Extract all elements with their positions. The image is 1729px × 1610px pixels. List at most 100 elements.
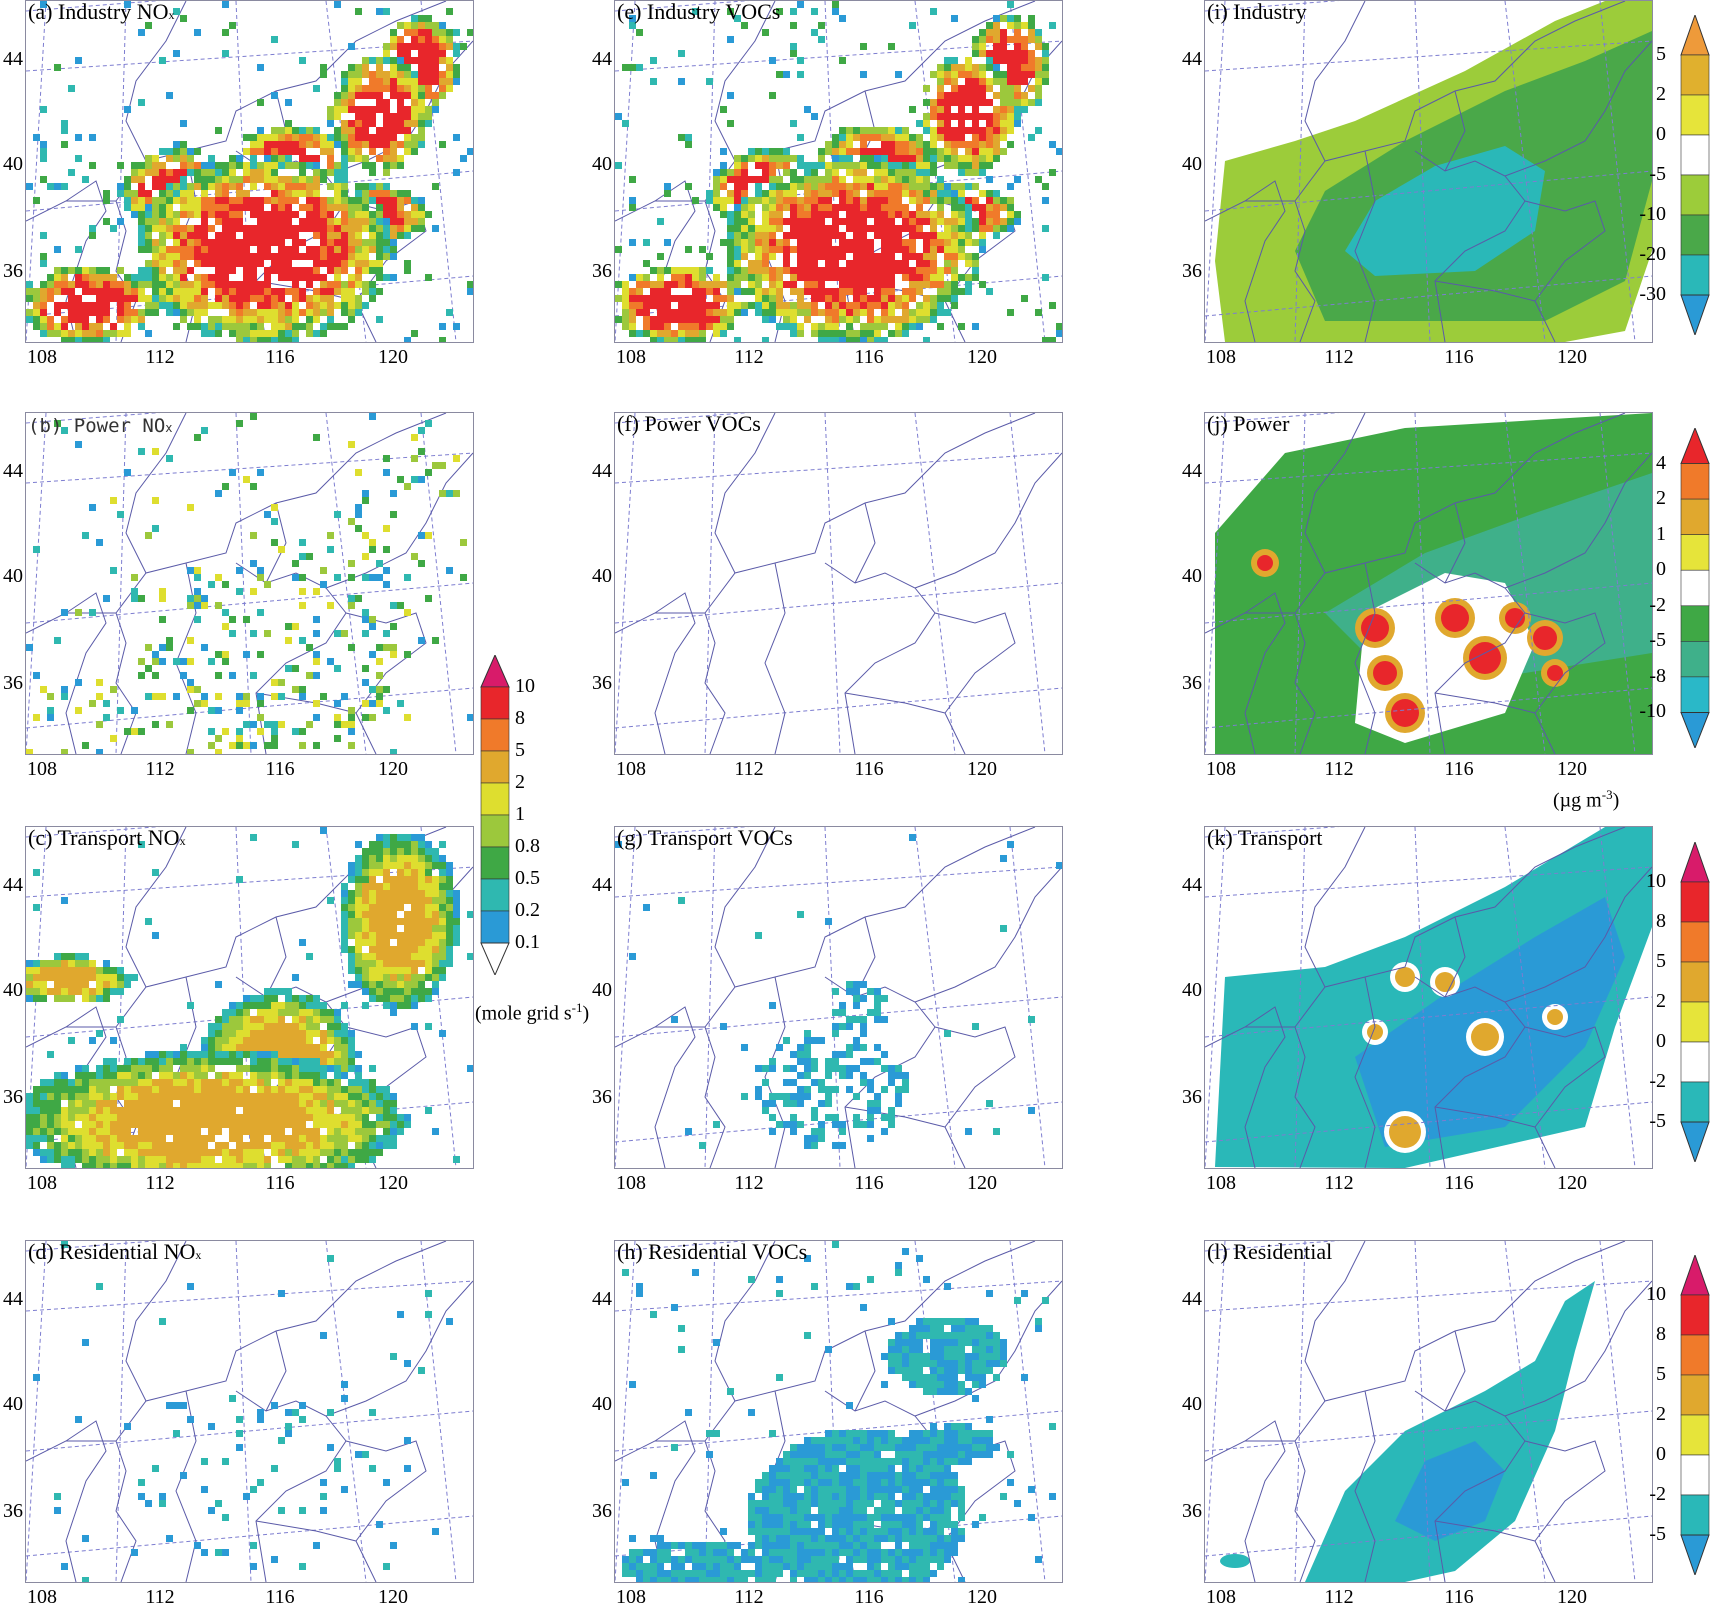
colorbar-cell — [1680, 174, 1710, 216]
x-tick-label: 112 — [1324, 1586, 1354, 1608]
colorbar-cell — [1680, 54, 1710, 96]
emission-cells — [26, 827, 473, 1168]
panel-title-b: (b) Power NOx — [28, 415, 173, 437]
x-tick-label: 120 — [967, 346, 997, 368]
y-tick-label: 44 — [3, 1288, 23, 1310]
province-borders — [1205, 413, 1652, 754]
colorbar-cell — [1680, 1494, 1710, 1536]
y-tick-label: 36 — [1182, 672, 1202, 694]
colorbar-label: 8 — [1656, 910, 1666, 932]
colorbar-cell — [1680, 921, 1710, 963]
x-tick-label: 108 — [616, 346, 646, 368]
map-panel-g: (g) Transport VOCs — [614, 826, 1063, 1169]
map-gridlines — [1205, 827, 1652, 1168]
colorbar-cell — [480, 878, 510, 912]
colorbar-label: 2 — [1656, 990, 1666, 1012]
x-tick-label: 120 — [1557, 346, 1587, 368]
x-tick-label: 116 — [265, 1172, 295, 1194]
colorbar-cell — [480, 814, 510, 848]
x-tick-label: 116 — [1444, 1586, 1474, 1608]
y-tick-label: 36 — [3, 260, 23, 282]
x-tick-label: 112 — [734, 1586, 764, 1608]
colorbar-cell — [1680, 426, 1710, 465]
map-i — [1205, 1, 1652, 342]
province-borders — [26, 1241, 473, 1582]
difference-unit: (µg m-3) — [1553, 787, 1620, 812]
y-tick-label: 36 — [592, 260, 612, 282]
colorbar-cell — [1680, 711, 1710, 750]
map-gridlines — [1205, 1, 1652, 342]
x-tick-label: 116 — [265, 758, 295, 780]
panel-title-i: (i) Industry — [1207, 0, 1307, 24]
map-gridlines — [1205, 413, 1652, 754]
colorbar-cell — [480, 718, 510, 752]
colorbar-label: 10 — [515, 675, 535, 697]
colorbar-cell — [1680, 961, 1710, 1003]
x-tick-label: 116 — [265, 1586, 295, 1608]
x-tick-label: 108 — [1206, 758, 1236, 780]
colorbar-label: 5 — [1656, 950, 1666, 972]
colorbar-cell — [1680, 1454, 1710, 1496]
colorbar-cell — [1680, 881, 1710, 923]
colorbar-label: -5 — [1649, 1523, 1666, 1545]
y-tick-label: 36 — [3, 1086, 23, 1108]
colorbar-label: 4 — [1656, 451, 1666, 474]
colorbar-label: -5 — [1649, 1110, 1666, 1132]
map-panel-h: (h) Residential VOCs — [614, 1240, 1063, 1583]
y-tick-label: 40 — [592, 565, 612, 587]
map-k — [1205, 827, 1652, 1168]
panel-title-g: (g) Transport VOCs — [617, 826, 793, 850]
colorbar-cell — [1680, 534, 1710, 571]
colorbar-label: 0 — [1656, 1030, 1666, 1052]
colorbar-label: 1 — [1656, 522, 1666, 545]
colorbar-label: 0 — [1656, 558, 1666, 581]
colorbar-label: 1 — [515, 803, 525, 825]
x-tick-label: 112 — [145, 346, 175, 368]
x-tick-label: 112 — [734, 1172, 764, 1194]
x-tick-label: 120 — [1557, 758, 1587, 780]
panel-title-h: (h) Residential VOCs — [617, 1240, 808, 1264]
x-tick-label: 116 — [265, 346, 295, 368]
colorbar-label: 8 — [1656, 1323, 1666, 1345]
colorbar-label: -10 — [1639, 203, 1666, 225]
emission-colorbar — [480, 653, 510, 977]
y-tick-label: 44 — [3, 874, 23, 896]
x-tick-label: 120 — [378, 758, 408, 780]
y-tick-label: 40 — [1182, 153, 1202, 175]
map-d — [26, 1241, 473, 1582]
colorbar-label: -2 — [1649, 593, 1666, 616]
x-tick-label: 116 — [1444, 346, 1474, 368]
map-panel-f: (f) Power VOCs — [614, 412, 1063, 755]
colorbar-cell — [480, 653, 510, 688]
y-tick-label: 36 — [592, 672, 612, 694]
x-tick-label: 120 — [378, 1586, 408, 1608]
y-tick-label: 36 — [1182, 260, 1202, 282]
colorbar-cell — [1680, 13, 1710, 56]
y-tick-label: 44 — [592, 874, 612, 896]
map-gridlines — [615, 413, 1062, 754]
x-tick-label: 112 — [145, 1586, 175, 1608]
y-tick-label: 36 — [1182, 1086, 1202, 1108]
x-tick-label: 108 — [27, 1172, 57, 1194]
map-panel-a: (a) Industry NOx — [25, 0, 474, 343]
y-tick-label: 36 — [592, 1086, 612, 1108]
colorbar-label: 2 — [1656, 83, 1666, 105]
emission-cells — [615, 1, 1062, 342]
colorbar-cell — [480, 686, 510, 720]
colorbar-cell — [1680, 1041, 1710, 1083]
colorbar-cell — [1680, 840, 1710, 883]
colorbar-cell — [1680, 294, 1710, 337]
difference-contours — [1215, 413, 1652, 754]
colorbar-label: 5 — [1656, 1363, 1666, 1385]
y-tick-label: 44 — [3, 460, 23, 482]
colorbar-label: -8 — [1649, 664, 1666, 687]
emission-cells — [622, 1241, 1056, 1582]
colorbar-cell — [1680, 1081, 1710, 1123]
x-tick-label: 120 — [967, 1586, 997, 1608]
y-tick-label: 44 — [1182, 460, 1202, 482]
colorbar-cell — [1680, 569, 1710, 607]
colorbar-cell — [480, 846, 510, 880]
colorbar-cell — [1680, 214, 1710, 256]
colorbar-label: 0 — [1656, 123, 1666, 145]
colorbar-label: -5 — [1649, 163, 1666, 185]
